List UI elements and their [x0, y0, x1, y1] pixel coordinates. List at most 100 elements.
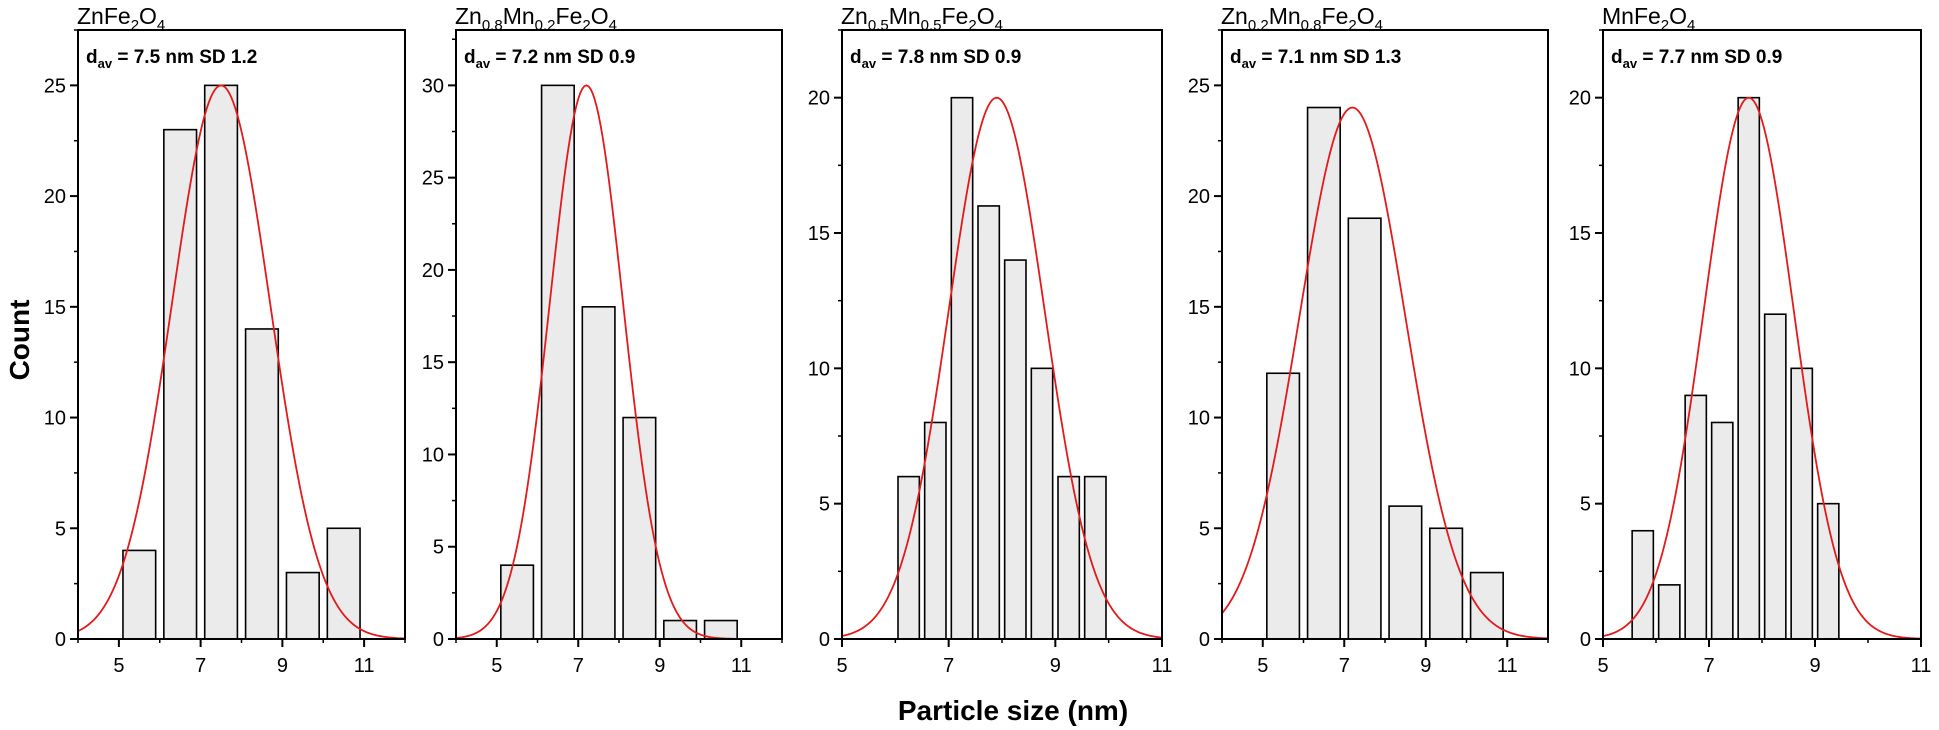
- mean-size-annotation: dav = 7.2 nm SD 0.9: [464, 47, 635, 71]
- histogram-bar: [1429, 527, 1464, 640]
- y-tick-label: 20: [1188, 186, 1210, 208]
- histogram-bar: [581, 306, 616, 640]
- x-tick-label: 9: [654, 655, 665, 677]
- histogram-bar: [326, 527, 361, 640]
- histogram-bar: [163, 128, 198, 640]
- annotation-symbol: d: [86, 47, 98, 68]
- title-subscript: 4: [1375, 17, 1383, 34]
- title-subscript: 0.2: [1248, 17, 1269, 34]
- panel-title: Zn0.2Mn0.8Fe2O4: [1221, 3, 1383, 34]
- histogram-bar: [622, 416, 657, 640]
- y-tick-label: 5: [55, 518, 66, 540]
- histogram-bar: [1030, 367, 1054, 640]
- x-tick-label: 11: [1497, 655, 1518, 677]
- annotation-subscript: av: [98, 56, 113, 71]
- panel-title: ZnFe2O4: [77, 3, 165, 34]
- title-text: Fe: [1322, 3, 1349, 29]
- x-tick-label: 5: [491, 655, 502, 677]
- histogram-bar: [1347, 217, 1382, 640]
- annotation-subscript: av: [1623, 56, 1638, 71]
- histogram-bar: [1657, 584, 1681, 640]
- x-tick-label: 9: [1420, 655, 1431, 677]
- x-tick-label: 5: [1257, 655, 1268, 677]
- title-subscript: 0.5: [921, 17, 942, 34]
- histogram-bar: [923, 421, 947, 640]
- x-tick-label: 5: [1597, 655, 1608, 677]
- y-tick-label: 0: [1580, 629, 1591, 651]
- gaussian-fit-curve: [456, 84, 782, 639]
- title-subscript: 4: [609, 17, 617, 34]
- histogram-bar: [1083, 475, 1107, 640]
- histogram-bar: [1790, 367, 1814, 640]
- annotation-subscript: av: [476, 56, 491, 71]
- annotation-symbol: d: [1611, 47, 1623, 68]
- y-tick-label: 15: [1188, 297, 1210, 319]
- title-text: Mn: [503, 3, 535, 29]
- title-text: Zn: [1221, 3, 1248, 29]
- panel-title: Zn0.8Mn0.2Fe2O4: [455, 3, 617, 34]
- y-tick-label: 15: [808, 223, 830, 245]
- y-tick-label: 0: [55, 629, 66, 651]
- panel-1: 5 7 9 11 0 5 10 15 20 25 ZnFe2O4 dav = 7.5 nm SD 1.…: [44, 3, 406, 677]
- title-subscript: 2: [131, 17, 139, 34]
- gaussian-fit-curve: [842, 96, 1162, 639]
- y-tick-label: 20: [808, 88, 830, 110]
- histogram-bar: [1266, 372, 1301, 640]
- title-text: Fe: [556, 3, 583, 29]
- x-tick-label: 9: [1809, 655, 1820, 677]
- annotation-symbol: d: [850, 47, 862, 68]
- x-tick-label: 9: [277, 655, 288, 677]
- histogram-bar: [897, 475, 921, 640]
- y-tick-label: 5: [1580, 494, 1591, 516]
- y-tick-label: 10: [808, 358, 830, 380]
- annotation-value: = 7.5 nm SD 1.2: [112, 47, 257, 68]
- title-text: Fe: [942, 3, 969, 29]
- annotation-value: = 7.8 nm SD 0.9: [876, 47, 1021, 68]
- gaussian-fit-curve: [78, 84, 405, 639]
- title-subscript: 4: [157, 17, 165, 34]
- title-text: Mn: [889, 3, 921, 29]
- y-axis-label: Count: [4, 300, 35, 381]
- title-subscript: 0.5: [868, 17, 889, 34]
- y-tick-label: 20: [422, 260, 444, 282]
- annotation-symbol: d: [464, 47, 476, 68]
- histogram-bar: [203, 84, 239, 640]
- mean-size-annotation: dav = 7.7 nm SD 0.9: [1611, 47, 1782, 71]
- x-tick-label: 9: [1050, 655, 1061, 677]
- histogram-bar: [244, 328, 280, 640]
- histogram-bar: [500, 564, 535, 640]
- annotation-value: = 7.7 nm SD 0.9: [1637, 47, 1782, 68]
- panel-title: MnFe2O4: [1602, 3, 1695, 34]
- panel-title: Zn0.5Mn0.5Fe2O4: [841, 3, 1003, 34]
- x-tick-label: 5: [836, 655, 847, 677]
- y-tick-label: 25: [1188, 75, 1210, 97]
- histogram-bar: [1306, 106, 1341, 640]
- y-tick-label: 25: [44, 75, 66, 97]
- title-text: MnFe: [1602, 3, 1661, 29]
- mean-size-annotation: dav = 7.1 nm SD 1.3: [1230, 47, 1401, 71]
- mean-size-annotation: dav = 7.5 nm SD 1.2: [86, 47, 257, 71]
- title-subscript: 0.8: [1301, 17, 1322, 34]
- plot-frame: [455, 29, 783, 640]
- mean-size-annotation: dav = 7.8 nm SD 0.9: [850, 47, 1021, 71]
- y-tick-label: 30: [422, 75, 444, 97]
- histogram-bar: [540, 84, 575, 640]
- y-tick-label: 25: [422, 168, 444, 190]
- annotation-subscript: av: [1242, 56, 1257, 71]
- y-tick-label: 10: [422, 444, 444, 466]
- title-subscript: 0.2: [535, 17, 556, 34]
- y-tick-label: 10: [1569, 358, 1591, 380]
- y-tick-label: 20: [44, 186, 66, 208]
- histogram-bar: [1763, 313, 1787, 640]
- panel-2: 5 7 9 11 0 5 10 15 20 25 30 Zn0.8Mn0.2Fe2O4 dav = 7.…: [422, 3, 783, 677]
- histogram-bar: [1388, 505, 1423, 640]
- y-tick-label: 5: [433, 537, 444, 559]
- panel-4: 5 7 9 11 0 5 10 15 20 25 Zn0.2Mn0.8Fe2O4 dav = 7.1 …: [1188, 3, 1549, 677]
- title-text: O: [139, 3, 157, 29]
- annotation-value: = 7.1 nm SD 1.3: [1256, 47, 1401, 68]
- title-subscript: 4: [1687, 17, 1695, 34]
- title-text: O: [1357, 3, 1375, 29]
- histogram-bar: [1710, 421, 1734, 640]
